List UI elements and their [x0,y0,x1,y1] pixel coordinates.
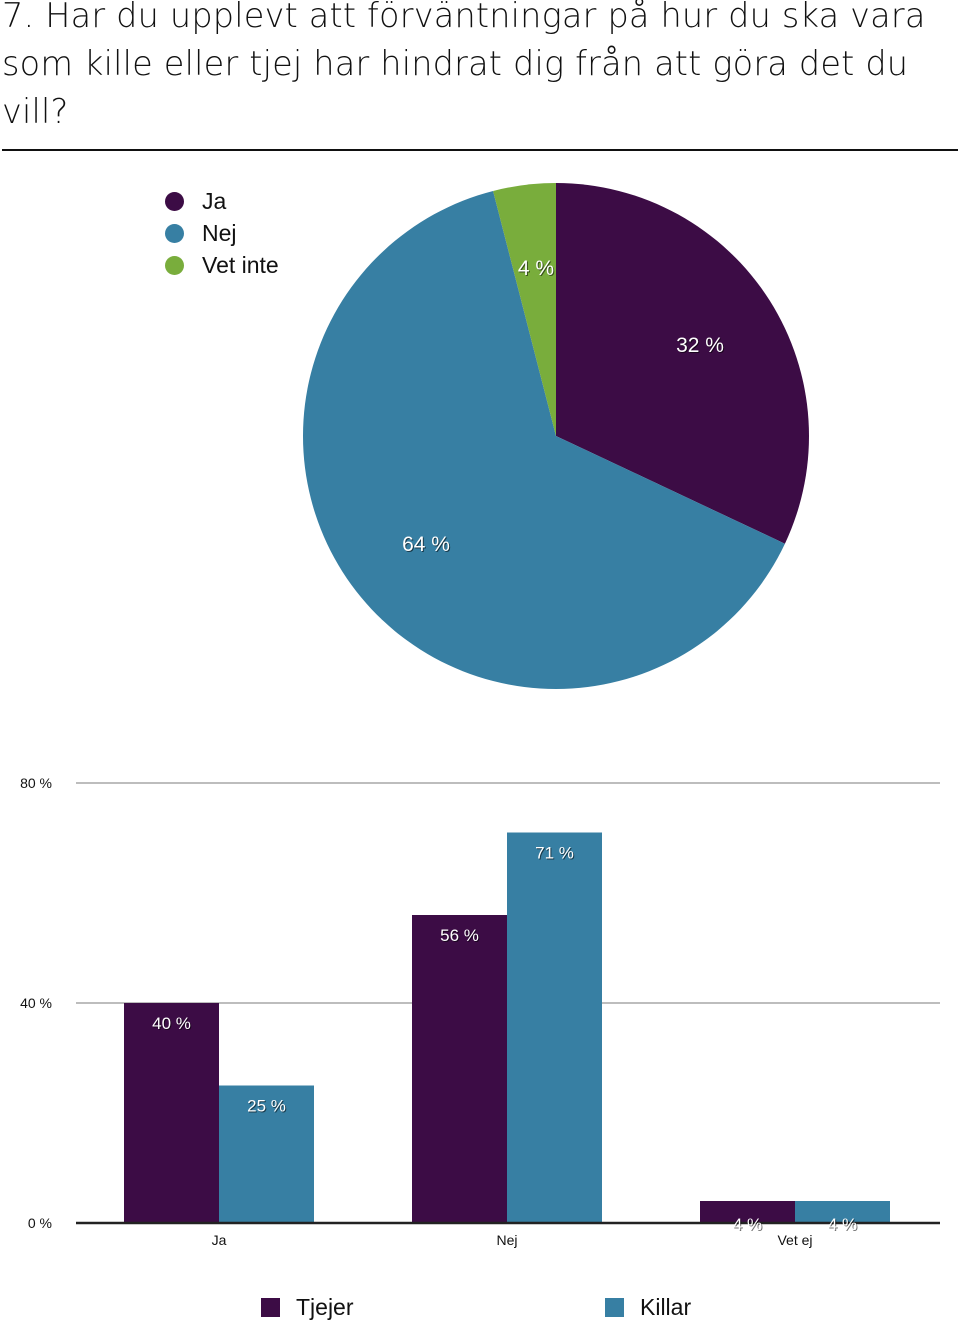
x-category-label-nej: Nej [496,1232,517,1248]
bar-legend-item-killar: Killar [605,1294,691,1321]
bar-value-label-tjejer-nej: 56 % [440,926,479,945]
bar-value-label-tjejer-ja: 40 % [152,1014,191,1033]
bar-value-label-killar-vet-ej-shadow: 4 % [829,1216,858,1235]
pie-label-ja-shadow: 32 % [677,335,725,358]
y-tick-label: 80 % [20,775,52,791]
legend-label-vet-inte: Vet inte [202,251,279,278]
bar-value-label-tjejer-ja-shadow: 40 % [153,1015,192,1034]
legend-dot-ja [165,191,184,211]
pie-label-nej-shadow: 64 % [403,534,451,557]
legend-square-tjejer [261,1298,280,1317]
pie-legend-item-nej: Nej [165,217,279,249]
title-divider [2,149,958,151]
legend-dot-nej [165,223,184,243]
legend-label-nej: Nej [202,219,237,246]
bar-killar-ja [219,1085,314,1223]
pie-legend: Ja Nej Vet inte [165,185,279,281]
bar-value-label-tjejer-vet-ej: 4 % [733,1215,762,1234]
legend-square-killar [605,1298,624,1317]
bar-value-label-killar-nej: 71 % [535,844,574,863]
legend-dot-vet-inte [165,255,184,275]
bar-legend-item-tjejer: Tjejer [261,1294,354,1321]
pie-label-nej: 64 % [402,533,450,556]
x-category-label-vet-ej: Vet ej [777,1232,812,1248]
bar-killar-nej [507,832,602,1223]
pie-slice-vet-inte [493,183,556,436]
pie-label-ja: 32 % [676,334,724,357]
bar-tjejer-vet-ej [700,1201,795,1223]
bar-tjejer-ja [124,1003,219,1223]
pie-legend-item-ja: Ja [165,185,279,217]
x-category-label-ja: Ja [212,1232,227,1248]
question-title: 7. Har du upplevt att förväntningar på h… [2,0,926,131]
legend-label-ja: Ja [202,187,227,214]
pie-label-vet-inte-shadow: 4 % [519,258,555,281]
legend-label-tjejer: Tjejer [296,1294,354,1320]
bar-value-label-killar-ja: 25 % [247,1097,286,1116]
bar-value-label-tjejer-vet-ej-shadow: 4 % [734,1216,763,1235]
pie-slice-nej [302,190,785,690]
legend-label-killar: Killar [640,1294,692,1320]
y-tick-label: 0 % [28,1215,52,1231]
pie-slice-ja [556,183,809,544]
bar-value-label-killar-ja-shadow: 25 % [248,1098,287,1117]
bar-killar-vet-ej [795,1201,890,1223]
pie-label-vet-inte: 4 % [518,257,554,280]
bar-value-label-killar-vet-ej: 4 % [828,1215,857,1234]
bar-value-label-tjejer-nej-shadow: 56 % [441,927,480,946]
bar-tjejer-nej [412,915,507,1223]
bar-value-label-killar-nej-shadow: 71 % [536,845,575,864]
y-tick-label: 40 % [20,995,52,1011]
bar-legend: Tjejer Killar [0,1294,960,1326]
pie-legend-item-vet-inte: Vet inte [165,249,279,281]
